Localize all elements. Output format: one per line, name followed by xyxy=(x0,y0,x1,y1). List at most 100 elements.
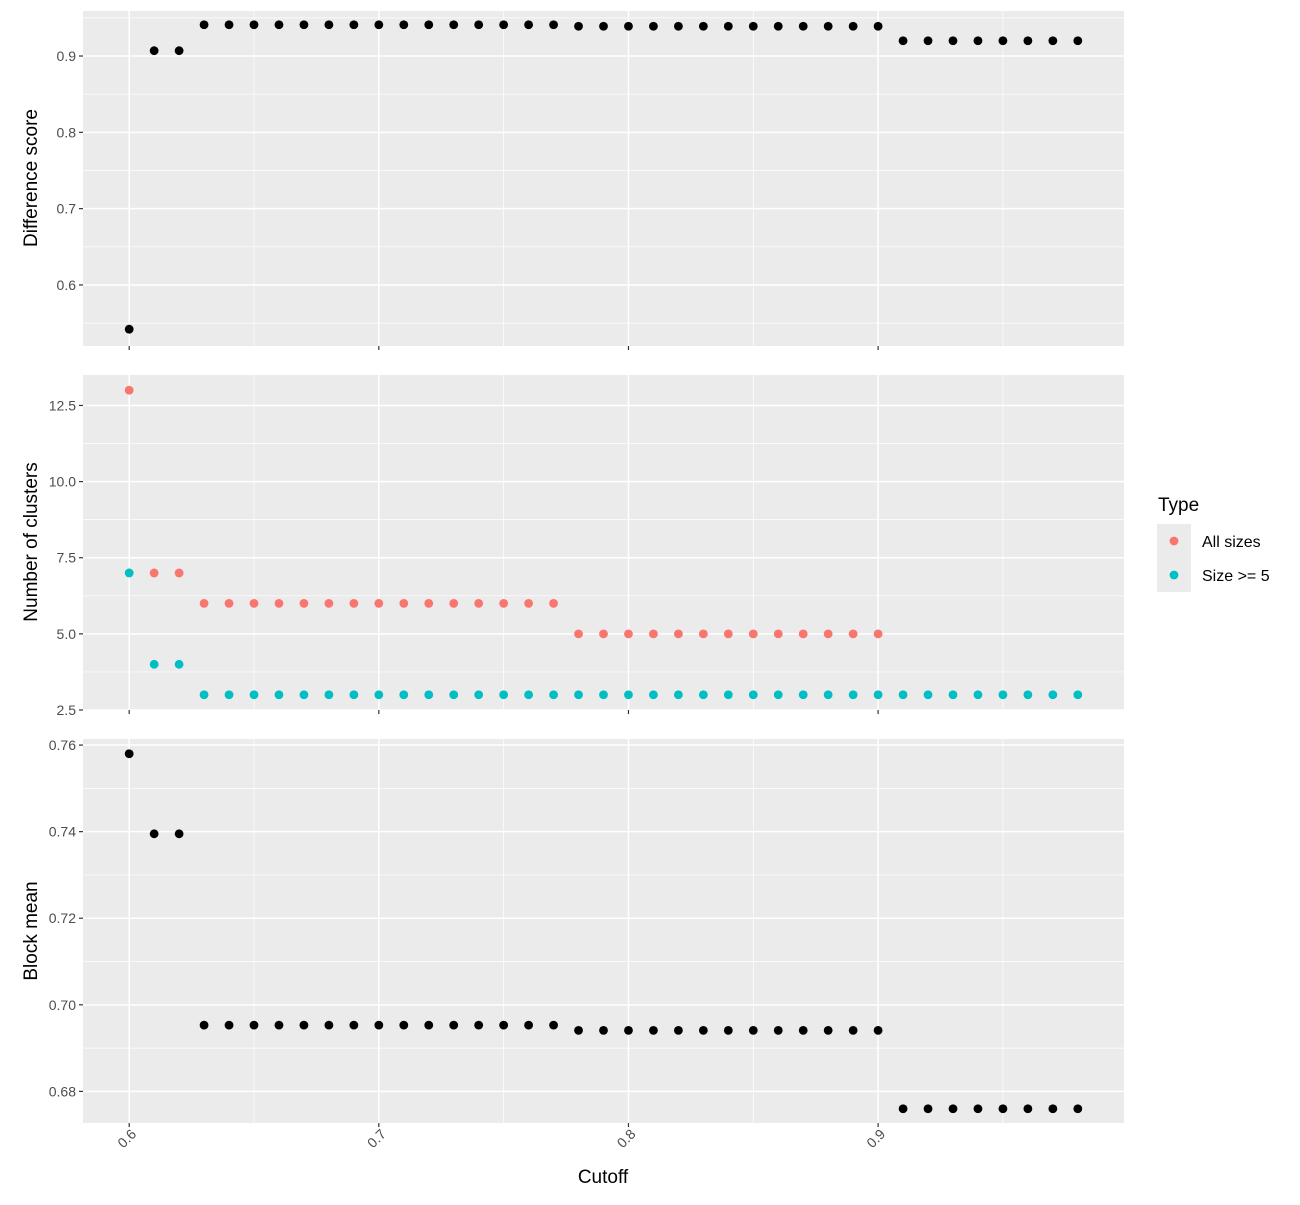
data-point xyxy=(449,599,459,608)
data-point xyxy=(823,629,833,639)
data-point xyxy=(898,36,908,46)
data-point xyxy=(898,1104,908,1114)
x-tick-label: 0.6 xyxy=(114,1126,139,1151)
data-point xyxy=(499,690,509,700)
data-point xyxy=(898,690,908,700)
data-point xyxy=(823,21,833,31)
data-point xyxy=(773,629,783,639)
data-point xyxy=(1023,36,1033,46)
data-point xyxy=(324,599,334,608)
data-point xyxy=(773,1025,783,1035)
data-point xyxy=(149,568,159,578)
data-point xyxy=(549,690,558,700)
data-point xyxy=(873,21,883,31)
data-point xyxy=(649,1025,658,1035)
data-point xyxy=(723,690,733,700)
y-axis-title-number-of-clusters: Number of clusters xyxy=(21,462,42,621)
data-point xyxy=(1073,690,1083,700)
data-point xyxy=(249,690,259,700)
data-point xyxy=(274,1020,284,1030)
data-point xyxy=(998,690,1008,700)
data-point xyxy=(449,20,459,30)
data-point xyxy=(324,20,334,30)
data-point xyxy=(1048,1104,1058,1114)
data-point xyxy=(599,629,608,639)
data-point xyxy=(424,599,434,608)
panel-difference-score: 0.6 0.7 0.8 0.9 Difference score xyxy=(21,11,1124,350)
data-point xyxy=(673,1025,683,1035)
y-tick-label: 12.5 xyxy=(49,397,76,413)
data-point xyxy=(449,690,459,700)
data-point xyxy=(798,21,808,31)
data-point xyxy=(673,629,683,639)
y-axis-title-block-mean: Block mean xyxy=(21,881,42,980)
data-point xyxy=(474,20,484,30)
data-point xyxy=(474,1020,484,1030)
data-point xyxy=(174,659,184,669)
data-point xyxy=(124,385,134,395)
data-point xyxy=(549,1020,558,1030)
data-point xyxy=(349,20,359,30)
data-point xyxy=(823,690,833,700)
data-point xyxy=(299,1020,309,1030)
y-tick-label: 0.72 xyxy=(49,910,76,926)
data-point xyxy=(524,20,534,30)
data-point xyxy=(848,690,858,700)
data-point xyxy=(224,599,234,608)
data-point xyxy=(574,21,583,31)
data-point xyxy=(599,1025,608,1035)
data-point xyxy=(848,629,858,639)
data-point xyxy=(748,1025,758,1035)
data-point xyxy=(349,690,359,700)
data-point xyxy=(574,690,583,700)
data-point xyxy=(374,20,384,30)
data-point xyxy=(324,1020,334,1030)
data-point xyxy=(224,690,234,700)
y-tick-label: 0.7 xyxy=(57,201,77,217)
data-point xyxy=(374,1020,384,1030)
data-point xyxy=(748,21,758,31)
y-tick-label: 0.74 xyxy=(49,824,76,840)
data-point xyxy=(174,829,184,839)
data-point xyxy=(723,1025,733,1035)
data-point xyxy=(973,36,983,46)
data-point xyxy=(399,599,409,608)
data-point xyxy=(399,20,409,30)
data-point xyxy=(249,1020,259,1030)
x-axis: 0.6 0.7 0.8 0.9 xyxy=(114,1126,888,1151)
data-point xyxy=(773,690,783,700)
data-point xyxy=(449,1020,459,1030)
data-point xyxy=(624,629,633,639)
data-point xyxy=(274,690,284,700)
y-tick-label: 0.68 xyxy=(49,1083,76,1099)
y-tick-label: 0.8 xyxy=(57,124,77,140)
y-tick-label: 0.70 xyxy=(49,997,76,1013)
data-point xyxy=(873,629,883,639)
data-point xyxy=(174,568,184,578)
legend: Type All sizes Size >= 5 xyxy=(1157,495,1270,592)
data-point xyxy=(199,690,209,700)
y-tick-label: 0.6 xyxy=(57,277,77,293)
data-point xyxy=(474,690,484,700)
panel-number-of-clusters: 2.5 5.0 7.5 10.0 12.5 Number of clusters xyxy=(21,375,1124,718)
data-point xyxy=(998,1104,1008,1114)
x-axis-title: Cutoff xyxy=(578,1167,629,1188)
data-point xyxy=(274,20,284,30)
data-point xyxy=(973,1104,983,1114)
data-point xyxy=(149,46,159,56)
data-point xyxy=(374,599,384,608)
data-point xyxy=(524,1020,534,1030)
data-point xyxy=(673,21,683,31)
data-point xyxy=(1048,690,1058,700)
data-point xyxy=(624,1025,633,1035)
data-point xyxy=(349,1020,359,1030)
data-point xyxy=(798,1025,808,1035)
data-point xyxy=(199,1020,209,1030)
y-tick-label: 10.0 xyxy=(49,474,76,490)
data-point xyxy=(973,690,983,700)
data-point xyxy=(299,599,309,608)
data-point xyxy=(649,21,658,31)
data-point xyxy=(124,749,134,759)
